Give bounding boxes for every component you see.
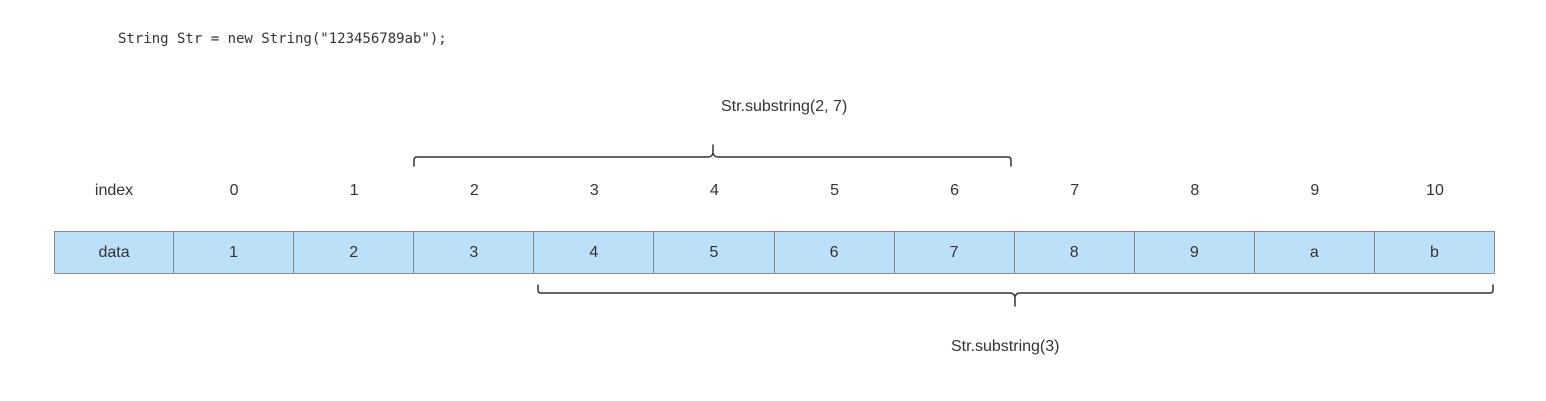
index-cell: 9 <box>1310 182 1320 199</box>
data-cell: 4 <box>533 231 655 274</box>
data-cell: 5 <box>653 231 775 274</box>
data-cell: b <box>1373 231 1495 274</box>
data-cell: 8 <box>1013 231 1135 274</box>
substring-range-label: Str.substring(2, 7) <box>721 98 848 115</box>
index-header: index <box>94 182 134 199</box>
bottom-brace <box>537 284 1494 307</box>
data-header-cell: data <box>54 231 175 274</box>
index-cell: 3 <box>589 182 599 199</box>
index-row: index 0 1 2 3 4 5 6 7 8 9 10 <box>54 180 1495 202</box>
top-brace <box>413 144 1012 167</box>
data-cell: 9 <box>1133 231 1255 274</box>
index-cell: 8 <box>1190 182 1200 199</box>
data-cell: 3 <box>413 231 535 274</box>
code-statement: String Str = new String("123456789ab"); <box>118 31 447 47</box>
index-cell: 0 <box>229 182 239 199</box>
data-cell: 2 <box>293 231 415 274</box>
data-cell: a <box>1253 231 1375 274</box>
index-cell: 2 <box>469 182 479 199</box>
data-cell: 7 <box>893 231 1015 274</box>
data-cell: 6 <box>773 231 895 274</box>
index-cell: 4 <box>710 182 719 199</box>
index-cell: 6 <box>950 182 960 199</box>
substring-from-label: Str.substring(3) <box>951 338 1060 355</box>
index-cell: 1 <box>349 182 359 199</box>
index-cell: 7 <box>1070 182 1080 199</box>
data-row: data 1 2 3 4 5 6 7 8 9 a b <box>54 231 1495 274</box>
data-cell: 1 <box>173 231 295 274</box>
index-cell: 5 <box>830 182 839 199</box>
index-cell: 10 <box>1426 182 1444 199</box>
